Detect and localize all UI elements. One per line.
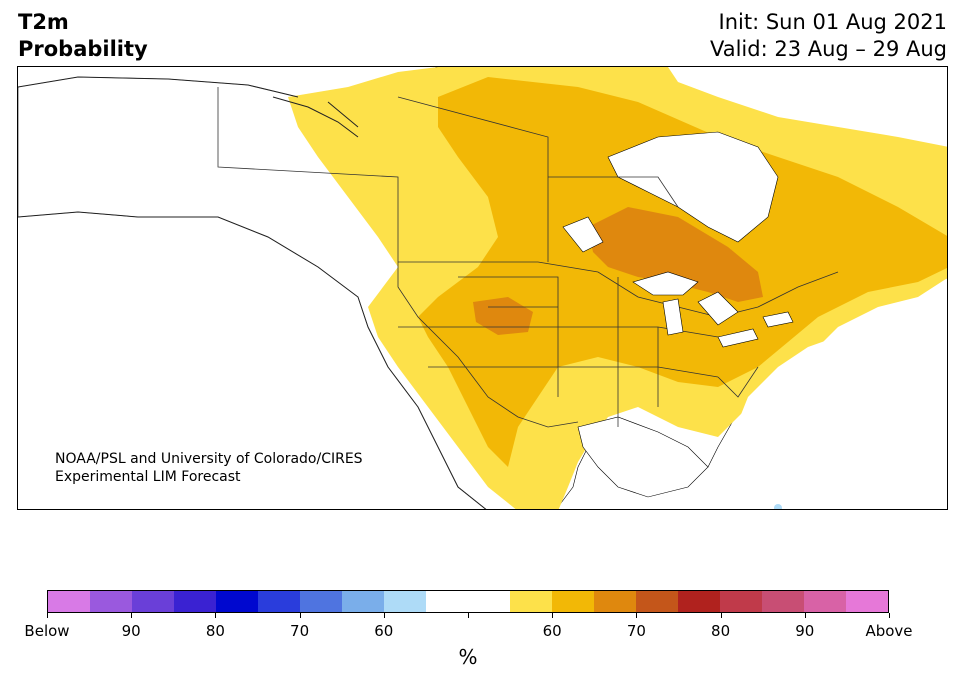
colorbar-tick-label: Above [865, 622, 913, 640]
colorbar-tick [636, 613, 638, 618]
map-svg [18, 67, 947, 509]
colorbar-cell [258, 591, 300, 612]
credit-line-2: Experimental LIM Forecast [55, 469, 241, 485]
colorbar-cell [468, 591, 510, 612]
colorbar-cell [132, 591, 174, 612]
colorbar-cell [762, 591, 804, 612]
colorbar-tick-label: 60 [542, 622, 562, 640]
forecast-credit: NOAA/PSL and University of Colorado/CIRE… [55, 450, 363, 486]
arctic-cutout [668, 67, 947, 147]
colorbar-tick [720, 613, 722, 618]
title-type: Probability [18, 37, 148, 61]
colorbar-ticks [47, 613, 890, 619]
colorbar-cell [384, 591, 426, 612]
colorbar-cell [510, 591, 552, 612]
colorbar-cell [90, 591, 132, 612]
colorbar-tick-label: 70 [290, 622, 310, 640]
forecast-map [17, 66, 948, 510]
colorbar-cell [804, 591, 846, 612]
colorbar-cell [426, 591, 468, 612]
colorbar-tick [552, 613, 554, 618]
probability-colorbar [47, 590, 889, 613]
colorbar-cell [678, 591, 720, 612]
colorbar-tick [215, 613, 217, 618]
colorbar-cell [846, 591, 888, 612]
colorbar-tick [889, 613, 890, 618]
political-borders [217, 87, 839, 428]
credit-line-1: NOAA/PSL and University of Colorado/CIRE… [55, 451, 363, 467]
map-dates: Init: Sun 01 Aug 2021 Valid: 23 Aug – 29… [710, 9, 947, 63]
coastlines [18, 76, 487, 509]
hudson-bay [607, 131, 779, 243]
colorbar-tick-label: 90 [795, 622, 815, 640]
colorbar-cell [216, 591, 258, 612]
init-date: Init: Sun 01 Aug 2021 [718, 10, 947, 34]
colorbar-tick-label: 70 [626, 622, 646, 640]
atlantic-cutout [718, 297, 947, 509]
colorbar-cell [342, 591, 384, 612]
small-probability-spot [774, 504, 782, 509]
colorbar-tick [468, 613, 469, 618]
colorbar-cell [552, 591, 594, 612]
colorbar-tick [804, 613, 806, 618]
colorbar-cell [48, 591, 90, 612]
colorbar-cell [594, 591, 636, 612]
colorbar-tick [131, 613, 133, 618]
colorbar-cell [174, 591, 216, 612]
great-lakes [562, 216, 794, 348]
colorbar-tick-label: 80 [205, 622, 225, 640]
valid-range: Valid: 23 Aug – 29 Aug [709, 37, 947, 61]
colorbar-tick-label: Below [24, 622, 70, 640]
colorbar-cell [300, 591, 342, 612]
colorbar-unit: % [458, 645, 478, 669]
colorbar-tick [383, 613, 385, 618]
gulf-of-mexico [577, 416, 709, 498]
region-80-percent [588, 207, 763, 302]
colorbar-tick-label: 60 [374, 622, 394, 640]
colorbar-tick-label: 90 [121, 622, 141, 640]
colorbar-tick [299, 613, 301, 618]
colorbar-tick [47, 613, 48, 618]
colorbar-cell [720, 591, 762, 612]
colorbar-tick-label: 80 [711, 622, 731, 640]
colorbar-cell [636, 591, 678, 612]
title-variable: T2m [18, 10, 69, 34]
region-80-percent-west [473, 297, 533, 335]
map-title: T2m Probability [18, 9, 148, 63]
